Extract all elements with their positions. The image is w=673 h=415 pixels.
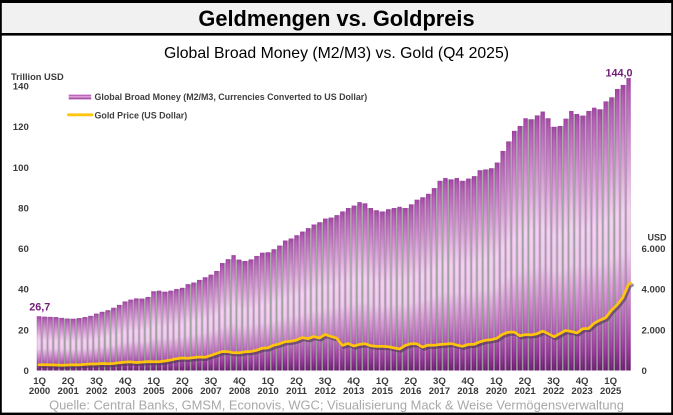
svg-text:1Q: 1Q — [262, 376, 275, 387]
svg-text:2007: 2007 — [200, 386, 221, 397]
svg-text:20: 20 — [18, 325, 29, 336]
svg-text:3Q: 3Q — [433, 376, 446, 387]
svg-text:6.000: 6.000 — [642, 244, 666, 255]
svg-text:2010: 2010 — [257, 386, 278, 397]
svg-text:4Q: 4Q — [461, 376, 474, 387]
svg-text:1Q: 1Q — [490, 376, 503, 387]
svg-text:2006: 2006 — [172, 386, 193, 397]
svg-text:Geldmengen vs. Goldpreis: Geldmengen vs. Goldpreis — [198, 6, 474, 31]
svg-text:4.000: 4.000 — [642, 285, 666, 296]
svg-text:2023: 2023 — [571, 386, 592, 397]
svg-text:2011: 2011 — [286, 386, 307, 397]
svg-text:2016: 2016 — [400, 386, 421, 397]
svg-text:2001: 2001 — [58, 386, 80, 397]
svg-text:Global Broad Money (M2/M3, Cur: Global Broad Money (M2/M3, Currencies Co… — [95, 92, 368, 102]
svg-text:3Q: 3Q — [319, 376, 332, 387]
svg-text:1Q: 1Q — [376, 376, 389, 387]
svg-text:2.000: 2.000 — [642, 325, 666, 336]
svg-text:4Q: 4Q — [576, 376, 589, 387]
svg-text:120: 120 — [13, 122, 29, 133]
svg-text:2018: 2018 — [457, 386, 479, 397]
svg-text:2Q: 2Q — [176, 376, 189, 387]
svg-text:2Q: 2Q — [404, 376, 417, 387]
svg-text:Quelle: Central Banks, GMSM, E: Quelle: Central Banks, GMSM, Econovis, W… — [49, 397, 624, 412]
svg-text:Gold Price (US Dollar): Gold Price (US Dollar) — [95, 110, 188, 120]
svg-text:2002: 2002 — [86, 386, 107, 397]
svg-text:2Q: 2Q — [290, 376, 303, 387]
svg-text:2005: 2005 — [143, 386, 165, 397]
svg-text:4Q: 4Q — [119, 376, 132, 387]
svg-text:Global Broad Money (M2/M3) vs.: Global Broad Money (M2/M3) vs. Gold (Q4 … — [164, 45, 509, 62]
svg-text:2013: 2013 — [343, 386, 364, 397]
svg-text:0: 0 — [642, 366, 647, 377]
svg-text:80: 80 — [18, 203, 29, 214]
svg-text:3Q: 3Q — [204, 376, 217, 387]
svg-text:2021: 2021 — [514, 386, 536, 397]
svg-text:2Q: 2Q — [62, 376, 75, 387]
svg-text:2017: 2017 — [429, 386, 450, 397]
svg-text:2008: 2008 — [229, 386, 251, 397]
svg-text:4Q: 4Q — [347, 376, 360, 387]
svg-text:100: 100 — [13, 163, 29, 174]
svg-text:USD: USD — [648, 232, 668, 242]
svg-text:40: 40 — [18, 285, 29, 296]
svg-text:2000: 2000 — [29, 386, 50, 397]
svg-text:3Q: 3Q — [90, 376, 103, 387]
svg-text:2022: 2022 — [543, 386, 564, 397]
svg-text:1Q: 1Q — [33, 376, 46, 387]
svg-text:60: 60 — [18, 244, 29, 255]
svg-text:2020: 2020 — [486, 386, 507, 397]
svg-text:144,0: 144,0 — [605, 68, 632, 80]
svg-text:2003: 2003 — [115, 386, 136, 397]
svg-text:2015: 2015 — [372, 386, 394, 397]
svg-text:1Q: 1Q — [604, 376, 617, 387]
svg-text:140: 140 — [13, 82, 29, 93]
svg-text:3Q: 3Q — [547, 376, 560, 387]
svg-text:4Q: 4Q — [233, 376, 246, 387]
svg-text:Trillion USD: Trillion USD — [11, 72, 64, 82]
svg-text:0: 0 — [23, 366, 28, 377]
svg-text:2Q: 2Q — [519, 376, 532, 387]
svg-text:2025: 2025 — [600, 386, 622, 397]
svg-text:2012: 2012 — [315, 386, 336, 397]
svg-text:1Q: 1Q — [147, 376, 160, 387]
svg-text:26,7: 26,7 — [29, 302, 50, 314]
